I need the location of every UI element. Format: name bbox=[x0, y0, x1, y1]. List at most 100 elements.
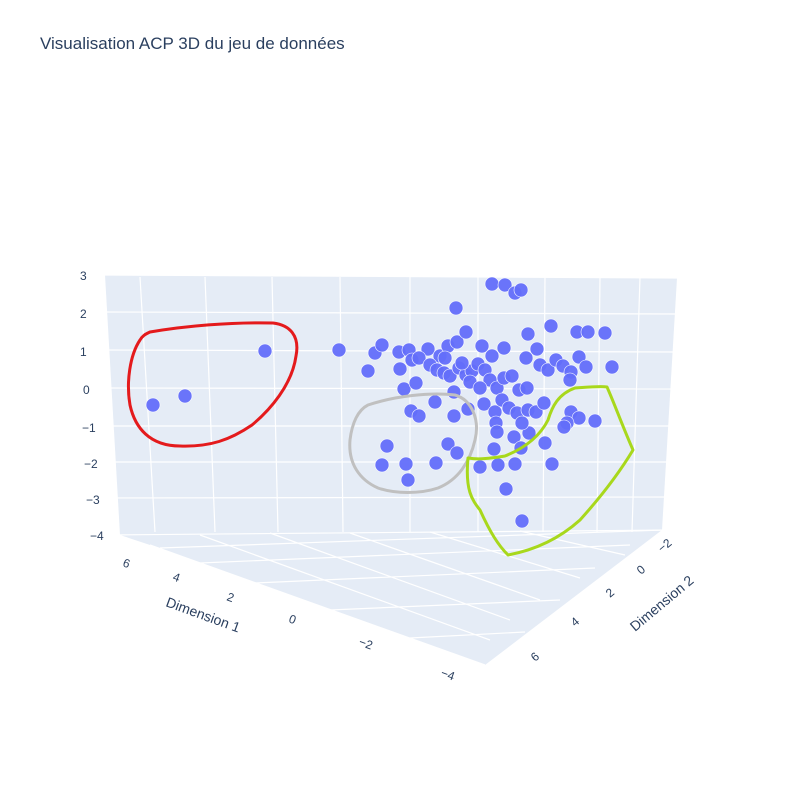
data-point bbox=[520, 326, 536, 342]
data-point bbox=[498, 481, 514, 497]
z-grid-line bbox=[104, 311, 678, 315]
data-point bbox=[428, 455, 444, 471]
data-point bbox=[571, 349, 587, 365]
data-point bbox=[398, 456, 414, 472]
data-point bbox=[449, 445, 465, 461]
data-point bbox=[449, 334, 465, 350]
data-point bbox=[458, 324, 474, 340]
axis-walls bbox=[105, 275, 677, 665]
data-point bbox=[454, 355, 470, 371]
data-point bbox=[145, 397, 161, 413]
data-point bbox=[518, 350, 534, 366]
data-point bbox=[408, 375, 424, 391]
data-point bbox=[490, 457, 506, 473]
data-point bbox=[536, 395, 552, 411]
data-point bbox=[427, 394, 443, 410]
data-point bbox=[489, 424, 505, 440]
data-points bbox=[145, 276, 620, 529]
data-point bbox=[562, 372, 578, 388]
data-point bbox=[374, 337, 390, 353]
floor-grid-line bbox=[149, 544, 486, 666]
back-vertical-grid-line bbox=[631, 276, 641, 533]
data-point bbox=[497, 277, 513, 293]
data-point bbox=[504, 368, 520, 384]
data-point bbox=[400, 472, 416, 488]
data-point bbox=[360, 363, 376, 379]
annotation-outline bbox=[465, 385, 635, 557]
data-point bbox=[529, 341, 545, 357]
data-point bbox=[474, 338, 490, 354]
data-point bbox=[448, 300, 464, 316]
x-tick: −4 bbox=[439, 666, 457, 684]
data-point bbox=[519, 380, 535, 396]
data-point bbox=[597, 325, 613, 341]
floor-grid-line bbox=[254, 567, 596, 584]
data-point bbox=[514, 415, 530, 431]
y-axis-title: Dimension 2 bbox=[627, 572, 697, 634]
z-tick: −1 bbox=[82, 421, 96, 435]
grid-lines bbox=[104, 274, 678, 666]
x-tick: −2 bbox=[357, 635, 375, 653]
z-tick: 3 bbox=[80, 269, 87, 283]
data-point bbox=[486, 441, 502, 457]
y-tick: 0 bbox=[634, 562, 648, 577]
chart-title: Visualisation ACP 3D du jeu de données bbox=[40, 34, 345, 53]
data-point bbox=[540, 362, 556, 378]
z-grid-line bbox=[104, 274, 678, 279]
x-tick: 2 bbox=[225, 590, 236, 606]
data-point bbox=[476, 396, 492, 412]
y-tick: 6 bbox=[528, 649, 542, 664]
annotation-outline bbox=[348, 392, 478, 494]
data-point bbox=[484, 348, 500, 364]
data-point bbox=[392, 361, 408, 377]
z-grid-line bbox=[104, 529, 678, 536]
data-point bbox=[537, 435, 553, 451]
x-tick: 0 bbox=[287, 612, 298, 628]
data-point bbox=[513, 282, 529, 298]
floor-grid-line bbox=[199, 534, 491, 641]
back-vertical-grid-line bbox=[271, 276, 279, 533]
data-point bbox=[506, 429, 522, 445]
x-tick: 6 bbox=[121, 556, 132, 572]
floor-grid-line bbox=[349, 532, 541, 601]
data-point bbox=[374, 457, 390, 473]
z-tick: 2 bbox=[80, 307, 87, 321]
annotation-outline bbox=[126, 321, 299, 448]
floor-grid-line bbox=[329, 599, 561, 611]
data-point bbox=[437, 350, 453, 366]
z-tick: 1 bbox=[80, 345, 87, 359]
data-point bbox=[544, 456, 560, 472]
back-vertical-grid-line bbox=[339, 276, 344, 533]
data-point bbox=[411, 350, 427, 366]
y-tick: −2 bbox=[655, 536, 675, 556]
floor bbox=[120, 530, 662, 665]
data-point bbox=[472, 459, 488, 475]
data-point bbox=[496, 340, 512, 356]
data-point bbox=[521, 425, 537, 441]
data-point bbox=[543, 318, 559, 334]
data-point bbox=[507, 456, 523, 472]
data-point bbox=[472, 380, 488, 396]
z-tick: −4 bbox=[90, 529, 104, 543]
data-point bbox=[177, 388, 193, 404]
z-tick: 0 bbox=[83, 383, 90, 397]
data-point bbox=[411, 408, 427, 424]
data-point bbox=[484, 276, 500, 292]
data-point bbox=[604, 359, 620, 375]
back-vertical-grid-line bbox=[204, 276, 216, 533]
floor-grid-line bbox=[409, 631, 526, 639]
floor-grid-line bbox=[199, 544, 631, 564]
data-point bbox=[514, 513, 530, 529]
z-grid-line bbox=[104, 496, 678, 499]
y-tick: 4 bbox=[568, 614, 582, 629]
data-point bbox=[578, 359, 594, 375]
floor-grid-line bbox=[159, 529, 663, 549]
data-point bbox=[379, 438, 395, 454]
z-tick: −3 bbox=[86, 493, 100, 507]
annotation-outlines bbox=[126, 321, 635, 557]
y-tick: 2 bbox=[603, 585, 617, 600]
z-tick: −2 bbox=[84, 457, 98, 471]
data-point bbox=[556, 419, 572, 435]
data-point bbox=[420, 341, 436, 357]
